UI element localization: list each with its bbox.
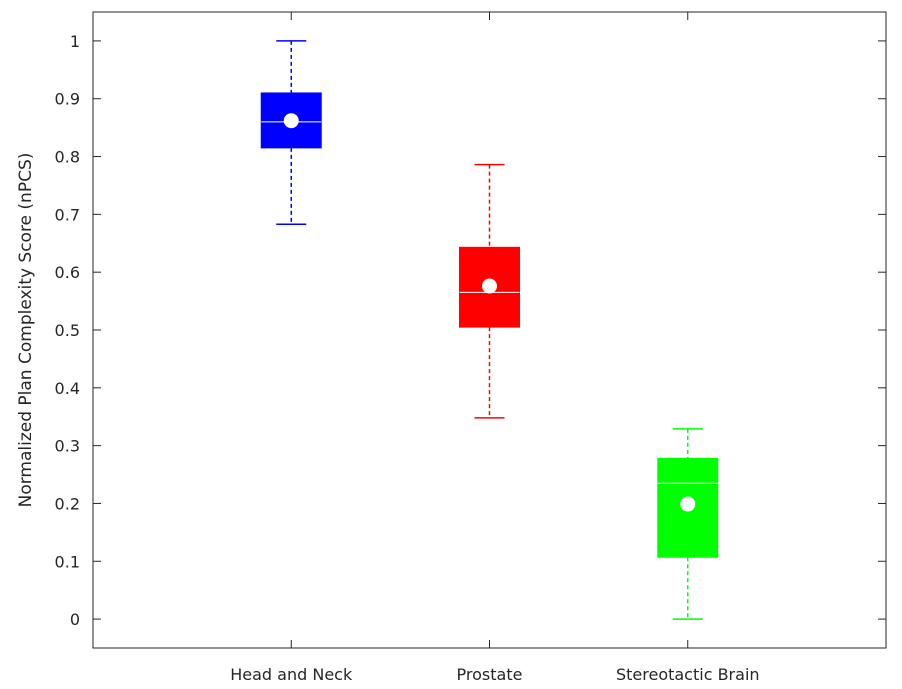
x-tick-label: Stereotactic Brain [616, 665, 760, 684]
mean-marker [482, 278, 497, 294]
y-tick-label: 0 [70, 610, 80, 629]
y-axis-label: Normalized Plan Complexity Score (nPCS) [16, 153, 36, 508]
y-tick-label: 0.8 [55, 148, 80, 167]
box-series [260, 40, 719, 620]
mean-marker [283, 113, 299, 129]
y-tick-label: 0.6 [55, 263, 80, 282]
x-tick-label: Head and Neck [230, 665, 353, 684]
y-tick-label: 1 [70, 32, 80, 51]
mean-marker [680, 496, 696, 512]
y-tick-label: 0.4 [55, 379, 80, 398]
box-prostate [459, 163, 520, 419]
y-axis: 0 0.1 0.2 0.3 0.4 0.5 0.6 0.7 0.8 0.9 1 [55, 32, 886, 629]
iqr-box [260, 92, 322, 149]
box-head-and-neck [260, 40, 322, 225]
y-tick-label: 0.9 [55, 90, 80, 109]
x-axis: Head and Neck Prostate Stereotactic Brain [230, 12, 760, 684]
y-tick-label: 0.3 [55, 437, 80, 456]
y-tick-label: 0.2 [55, 494, 80, 513]
y-tick-label: 0.1 [55, 552, 80, 571]
iqr-box [459, 246, 520, 328]
y-tick-label: 0.5 [55, 321, 80, 340]
x-tick-label: Prostate [457, 665, 523, 684]
y-tick-label: 0.7 [55, 205, 80, 224]
box-stereotactic-brain [657, 428, 719, 620]
